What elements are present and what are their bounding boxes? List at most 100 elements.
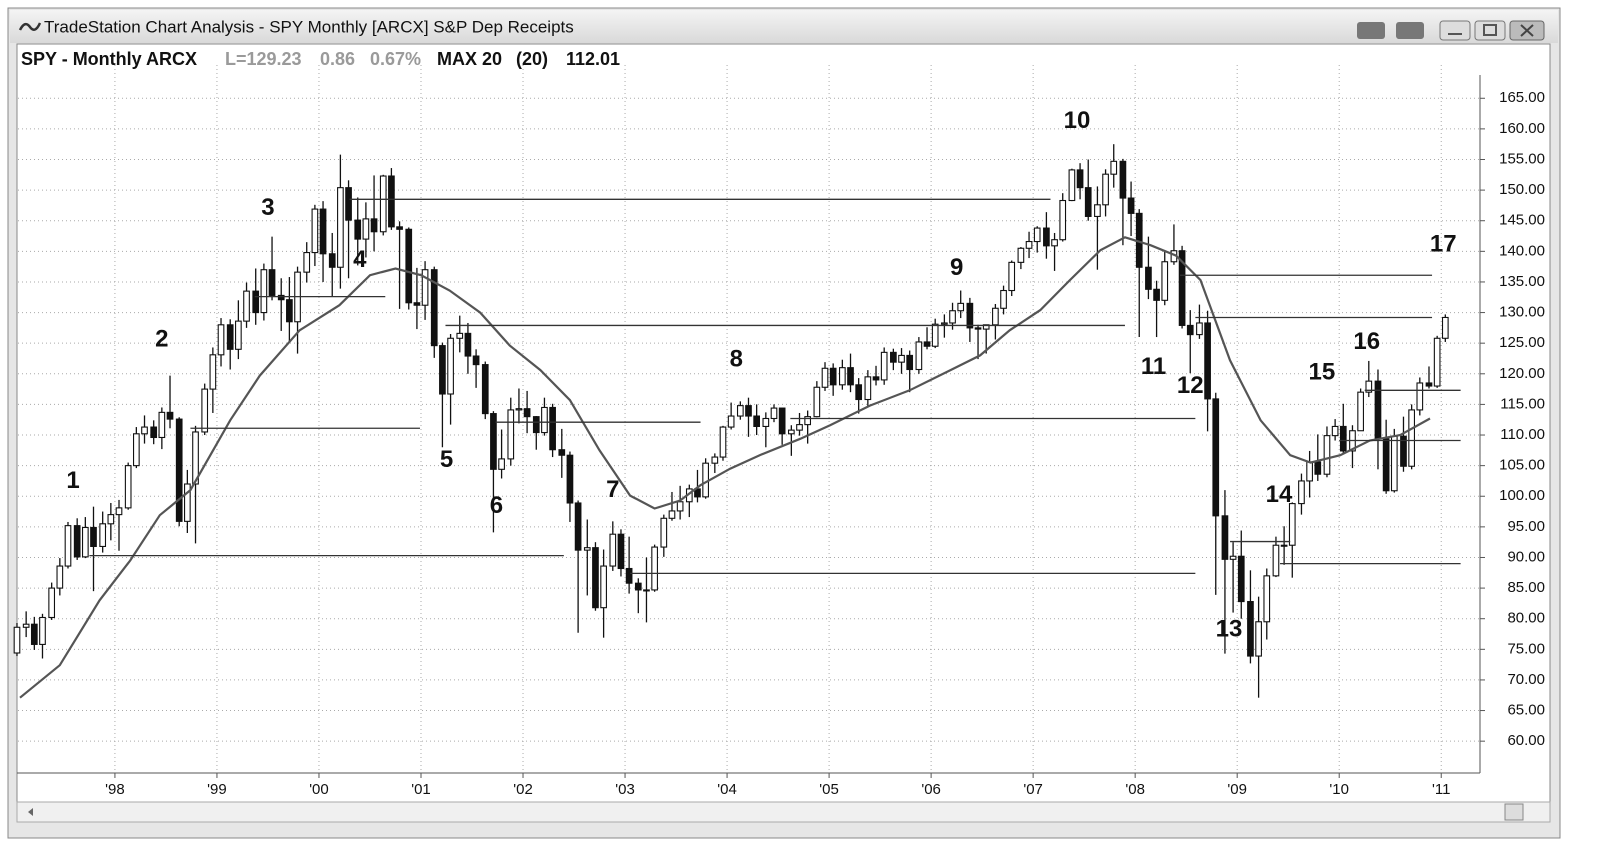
annotation: 5	[440, 446, 453, 473]
candle-body	[745, 405, 752, 417]
candle-body	[1017, 247, 1025, 263]
annotation: 8	[730, 346, 743, 373]
candle-body	[319, 208, 327, 255]
candle-body	[821, 367, 829, 388]
net-change: 0.86	[320, 49, 355, 69]
candle-body	[370, 218, 378, 233]
x-tick-label: '08	[1125, 781, 1145, 798]
candle-body	[719, 426, 727, 458]
candle-body	[727, 415, 735, 428]
candle-body	[1043, 227, 1050, 247]
candle-body	[625, 567, 633, 584]
y-tick-label: 85.00	[1507, 579, 1545, 596]
candle-body	[1263, 575, 1271, 623]
app-icon	[18, 22, 42, 31]
candle-body	[1400, 435, 1407, 467]
candle-body	[507, 409, 515, 460]
candle-body	[464, 332, 472, 357]
candle-body	[192, 431, 199, 485]
annotation: 11	[1141, 353, 1166, 380]
annotation: 7	[606, 476, 619, 503]
candle-body	[829, 367, 837, 386]
last-price: L=129.23	[225, 49, 302, 69]
candle-body	[1425, 382, 1433, 387]
candle-body	[864, 376, 872, 401]
candle-body	[549, 406, 556, 451]
symbol-button[interactable]	[1357, 22, 1385, 39]
candle-body	[1025, 240, 1033, 249]
candle-body	[490, 413, 497, 470]
candle-body	[1076, 169, 1084, 189]
annotation: 1	[66, 467, 79, 494]
candle-body	[99, 523, 107, 548]
candle-body	[1357, 391, 1364, 432]
candle-body	[166, 411, 174, 420]
x-tick-label: '06	[921, 781, 941, 798]
scroll-left[interactable]	[28, 808, 33, 816]
candle-body	[1221, 515, 1229, 560]
x-tick-label: '03	[615, 781, 635, 798]
candle-body	[1145, 266, 1152, 290]
candle-body	[1416, 382, 1424, 411]
scroll-thumb[interactable]	[1504, 803, 1524, 821]
annotation: 3	[261, 194, 274, 221]
candle-body	[583, 547, 591, 551]
candle-body	[941, 322, 948, 325]
y-tick-label: 95.00	[1507, 518, 1545, 535]
candle-body	[1196, 322, 1203, 336]
candle-body	[115, 507, 123, 516]
candle-body	[694, 488, 701, 498]
y-tick-label: 60.00	[1507, 732, 1545, 749]
candle-body	[1237, 555, 1245, 603]
candle-body	[73, 525, 81, 558]
y-tick-label: 150.00	[1499, 181, 1545, 198]
percent-change: 0.67%	[370, 49, 421, 69]
candle-body	[268, 269, 276, 296]
candle-body	[81, 526, 89, 558]
candle-body	[558, 449, 566, 456]
candle-body	[201, 388, 209, 433]
candle-body	[90, 526, 97, 548]
y-tick-label: 145.00	[1499, 212, 1545, 229]
candle-body	[498, 458, 505, 470]
x-tick-label: '00	[309, 781, 329, 798]
candle-body	[617, 533, 625, 570]
candle-body	[303, 252, 311, 273]
candle-body	[439, 345, 446, 395]
candle-body	[345, 187, 352, 221]
candle-body	[643, 589, 650, 592]
candle-body	[787, 429, 795, 435]
candle-body	[1323, 435, 1331, 475]
candle-body	[1298, 480, 1305, 505]
candle-body	[1127, 197, 1135, 214]
candle-body	[906, 354, 914, 371]
candle-body	[1059, 199, 1067, 241]
candle-body	[736, 405, 744, 417]
y-tick-label: 80.00	[1507, 610, 1545, 627]
candle-body	[676, 501, 684, 512]
x-tick-label: '01	[411, 781, 431, 798]
scrollbar[interactable]	[16, 801, 1551, 823]
candle-body	[923, 341, 931, 347]
maximize-button[interactable]	[1474, 20, 1506, 41]
candle-body	[286, 299, 293, 323]
candle-body	[660, 517, 668, 548]
annotation: 12	[1177, 372, 1204, 399]
annotation: 15	[1309, 359, 1336, 386]
candle-body	[753, 415, 761, 427]
x-tick-label: '09	[1227, 781, 1247, 798]
y-tick-label: 70.00	[1507, 671, 1545, 688]
candle-body	[1288, 503, 1296, 546]
candle-body	[124, 465, 132, 509]
candle-body	[430, 269, 438, 347]
candle-body	[405, 228, 413, 304]
candle-body	[974, 327, 982, 330]
indicator-button[interactable]	[1396, 22, 1424, 39]
candle-body	[447, 337, 454, 395]
candle-body	[651, 546, 658, 591]
candle-body	[890, 351, 897, 363]
minimize-button[interactable]	[1439, 20, 1471, 41]
candle-body	[1314, 461, 1322, 475]
